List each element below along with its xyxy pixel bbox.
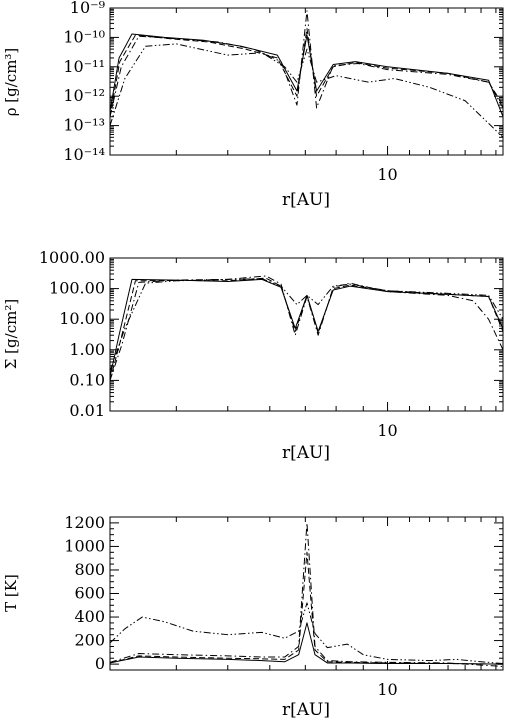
surface-density-x-tick-label: 10 [377,421,397,440]
density-series-solid [110,33,503,117]
surface-density-y-tick-label: 0.01 [69,401,105,420]
temperature-series-dashed [110,551,503,665]
density-y-tick-label: 10⁻¹² [63,86,105,105]
surface-density-ticks [109,257,503,412]
density-ticks [109,7,503,156]
temperature-x-tick-label: 10 [377,680,397,699]
temperature-x-tick-labels: 10 [377,680,397,699]
temperature-x-axis-label: r[AU] [282,700,330,720]
density-x-axis-label: r[AU] [282,190,330,210]
density-y-tick-label: 10⁻¹¹ [63,57,105,76]
surface-density-y-axis-label: Σ [g/cm²] [2,299,20,369]
surface-density-y-tick-label: 1000.00 [39,248,105,267]
density-y-tick-labels: 10⁻⁹ 10⁻¹⁰ 10⁻¹¹ 10⁻¹² 10⁻¹³ 10⁻¹⁴ [63,0,105,164]
density-y-tick-label: 10⁻¹⁰ [63,27,105,46]
temperature-y-tick-label: 1200 [64,513,105,532]
density-series-dash-dot-dot [110,43,503,138]
surface-density-y-tick-label: 0.10 [69,370,105,389]
temperature-series-group [110,522,503,667]
surface-density-series-dash-dot [110,275,503,381]
temperature-y-tick-label: 200 [74,631,105,650]
surface-density-series-group [110,275,503,381]
surface-density-x-tick-labels: 10 [377,421,397,440]
surface-density-plot-frame [109,257,504,412]
density-y-axis-label: ρ [g/cm³] [2,48,20,117]
density-y-tick-label: 10⁻¹³ [63,116,105,135]
temperature-y-tick-label: 600 [74,584,105,603]
density-y-tick-label: 10⁻⁹ [70,0,106,17]
temperature-y-tick-label: 400 [74,607,105,626]
surface-density-series-dashed [110,277,503,381]
temperature-series-solid [110,622,503,665]
temperature-series-dash-dot [110,522,503,667]
density-series-group [110,10,503,138]
surface-density-y-tick-label: 1.00 [69,340,105,359]
temperature-y-tick-label: 0 [95,654,105,673]
temperature-y-tick-labels: 1200 1000 800 600 400 200 0 [64,513,105,673]
density-plot-frame [109,7,504,156]
density-x-tick-label: 10 [377,165,397,184]
density-x-tick-labels: 10 [377,165,397,184]
temperature-y-tick-label: 1000 [64,536,105,555]
surface-density-y-tick-label: 10.00 [59,309,105,328]
surface-density-y-tick-labels: 1000.00 100.00 10.00 1.00 0.10 0.01 [39,248,105,420]
density-y-tick-label: 10⁻¹⁴ [63,145,105,164]
temperature-ticks [109,517,503,670]
surface-density-x-axis-label: r[AU] [282,443,330,463]
density-panel: 10⁻⁹ 10⁻¹⁰ 10⁻¹¹ 10⁻¹² 10⁻¹³ 10⁻¹⁴ 10 r[AU] ρ… [2,0,504,210]
density-series-dash-dot [110,10,503,117]
temperature-series-dash-dot-dot [110,602,503,665]
temperature-y-tick-label: 800 [74,560,105,579]
surface-density-y-tick-label: 100.00 [49,279,105,298]
temperature-y-axis-label: T [K] [2,574,20,612]
surface-density-series-dash-dot-dot [110,278,503,372]
temperature-plot-frame [109,516,504,671]
temperature-panel: 1200 1000 800 600 400 200 0 10 r[AU] T [K] [2,513,504,720]
